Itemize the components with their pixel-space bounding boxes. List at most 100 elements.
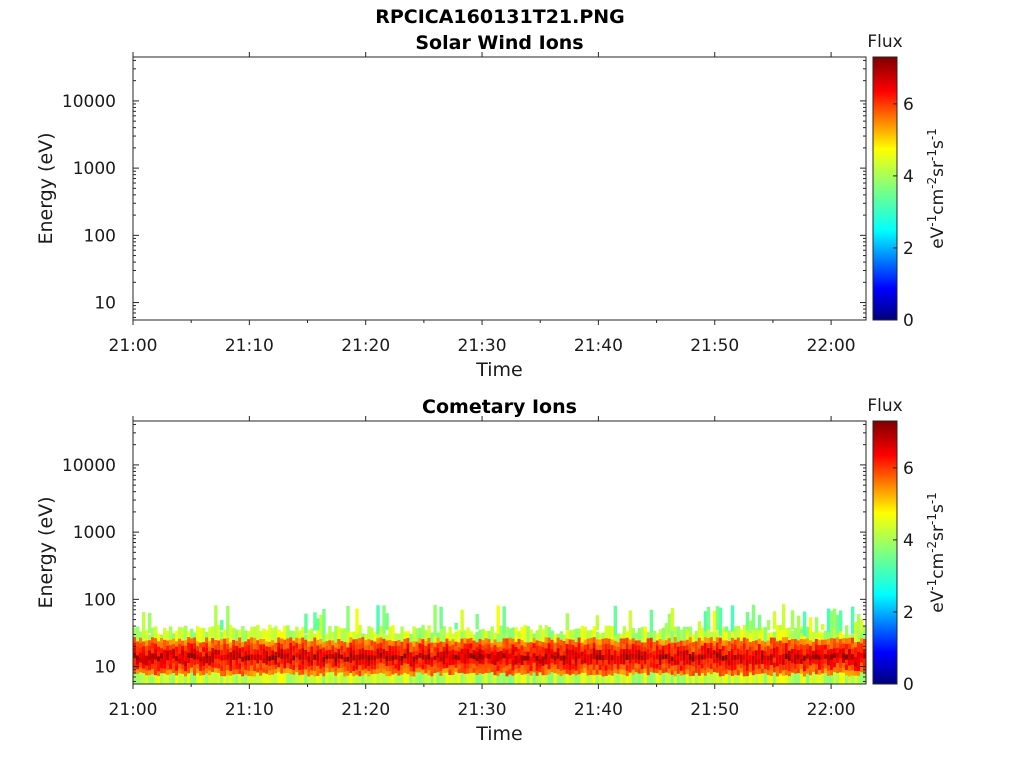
spectrogram-core-cell (508, 648, 512, 654)
spectrogram-core-cell (712, 667, 717, 673)
spectrogram-core-cell (760, 640, 765, 646)
spectrogram-core-cell (238, 668, 242, 674)
spectrogram-core-cell (532, 642, 536, 649)
spectrogram-core-cell (460, 662, 464, 669)
spectrogram-core-cell (769, 659, 774, 666)
spectrogram-core-cell (670, 647, 675, 653)
spectrogram-core-cell (664, 644, 669, 650)
spectrogram-core-cell (241, 656, 245, 662)
spectrogram-core-cell (631, 643, 636, 650)
spectrogram-core-cell (583, 653, 588, 659)
spectrogram-core-cell (496, 656, 500, 662)
spectrogram-core-cell (202, 660, 206, 666)
spectrogram-core-cell (331, 649, 335, 655)
spectrogram-core-cell (847, 648, 852, 655)
spectrogram-core-cell (862, 653, 867, 659)
spectrogram-core-cell (709, 658, 714, 664)
spectrogram-core-cell (682, 664, 687, 670)
spectrogram-core-cell (571, 663, 576, 670)
spectrogram-core-cell (547, 642, 551, 649)
spectrogram-core-cell (613, 649, 618, 655)
spectrogram-core-cell (808, 669, 813, 676)
spectrogram-core-cell (226, 638, 230, 644)
spectrogram-core-cell (631, 658, 636, 665)
spectrogram-core-cell (550, 639, 554, 645)
spectrogram-core-cell (745, 654, 750, 661)
spectrogram-core-cell (559, 660, 563, 666)
spectrogram-core-cell (592, 664, 597, 670)
spectrogram-core-cell (211, 638, 215, 644)
spectrogram-core-cell (367, 649, 371, 656)
spectrogram-core-cell (139, 667, 143, 673)
spectrogram-core-cell (799, 643, 804, 650)
spectrogram-core-cell (853, 642, 858, 648)
spectrogram-core-cell (160, 667, 164, 674)
spectrogram-core-cell (229, 661, 233, 667)
spectrogram-core-cell (196, 650, 200, 656)
spectrogram-core-cell (454, 645, 458, 651)
spectrogram-core-cell (541, 651, 545, 657)
spectrogram-core-cell (697, 653, 702, 660)
spectrogram-core-cell (643, 646, 648, 652)
spectrogram-core-cell (457, 651, 461, 656)
spectrogram-core-cell (448, 660, 452, 666)
spectrogram-core-cell (784, 658, 789, 665)
spectrogram-core-cell (511, 670, 515, 676)
spectrogram-core-cell (664, 667, 669, 673)
spectrogram-core-cell (529, 670, 533, 676)
spectrogram-core-cell (568, 639, 572, 645)
spectrogram-core-cell (364, 640, 368, 646)
spectrogram-core-cell (508, 637, 512, 644)
spectrogram-core-cell (409, 647, 413, 653)
spectrogram-core-cell (586, 649, 591, 655)
spectrogram-core-cell (808, 640, 813, 646)
spectrogram-core-cell (658, 654, 663, 660)
spectrogram-core-cell (163, 644, 167, 650)
spectrogram-core-cell (226, 643, 230, 650)
spectrogram-core-cell (355, 669, 359, 675)
spectrogram-core-cell (835, 642, 840, 648)
spectrogram-core-cell (151, 637, 155, 643)
spectrogram-core-cell (385, 645, 389, 652)
spectrogram-core-cell (451, 664, 455, 670)
spectrogram-core-cell (241, 670, 245, 677)
spectrogram-core-cell (772, 667, 777, 673)
spectrogram-core-cell (538, 645, 542, 651)
spectrogram-core-cell (703, 658, 708, 665)
spectrogram-core-cell (409, 666, 413, 672)
spectrogram-core-cell (196, 641, 200, 647)
spectrogram-core-cell (571, 668, 576, 674)
spectrogram-core-cell (601, 644, 606, 650)
spectrogram-core-cell (277, 647, 281, 653)
spectrogram-core-cell (721, 655, 726, 661)
spectrogram-core-cell (703, 642, 708, 649)
spectrogram-core-cell (730, 664, 735, 671)
spectrogram-core-cell (274, 659, 278, 665)
spectrogram-core-cell (448, 650, 452, 656)
spectrogram-core-cell (730, 670, 735, 677)
spectrogram-core-cell (196, 654, 200, 660)
spectrogram-core-cell (517, 648, 521, 654)
spectrogram-core-cell (592, 642, 597, 649)
spectrogram-core-cell (139, 637, 143, 644)
spectrogram-core-cell (778, 663, 783, 669)
spectrogram-core-cell (727, 660, 732, 666)
colorbar-tick-label: 2 (903, 603, 914, 623)
spectrogram-core-cell (196, 663, 200, 669)
spectrogram-core-cell (226, 659, 230, 665)
spectrogram-core-cell (562, 641, 566, 647)
spectrogram-core-cell (622, 664, 627, 670)
spectrogram-core-cell (823, 668, 828, 674)
spectrogram-core-cell (313, 653, 317, 660)
spectrogram-core-cell (664, 640, 669, 646)
spectrogram-core-cell (502, 652, 506, 659)
spectrogram-core-cell (190, 662, 194, 668)
spectrogram-core-cell (325, 663, 329, 668)
spectrogram-core-cell (472, 658, 476, 664)
spectrogram-core-cell (481, 663, 485, 670)
spectrogram-core-cell (616, 642, 621, 648)
spectrogram-core-cell (532, 657, 536, 663)
spectrogram-core-cell (784, 647, 789, 654)
spectrogram-core-cell (652, 663, 657, 669)
spectrogram-core-cell (295, 647, 299, 653)
